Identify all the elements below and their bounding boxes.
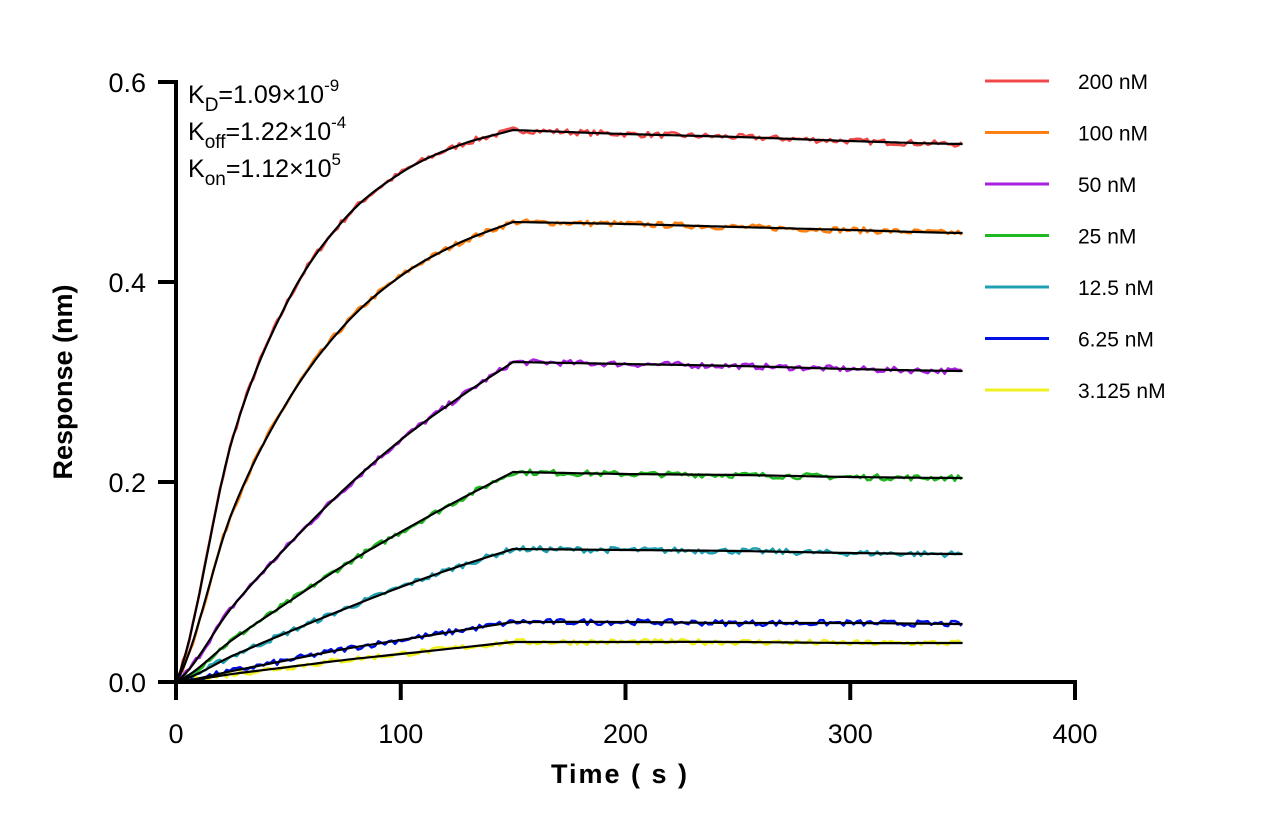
kinetic-constant-sub: on [205,169,226,190]
kinetic-constant: Kon=1.12×105 [188,150,341,190]
y-tick-label: 0.4 [108,268,146,298]
kinetic-constant-sym: K [188,81,205,109]
fit-line-200-nM [174,128,963,683]
kinetic-constant-val: =1.12×10 [226,155,332,183]
fit-line-3.125-nM [175,640,963,684]
kinetic-constant: KD=1.09×10-9 [188,76,339,116]
x-tick-label: 0 [168,719,183,749]
y-axis-label: Response (nm) [48,284,78,479]
legend-label: 3.125 nM [1078,380,1166,403]
kinetic-constant: Koff=1.22×10-4 [188,113,346,153]
legend-label: 50 nM [1078,174,1136,197]
y-tick-label: 0.6 [108,68,146,98]
fit-line-25-nM [175,470,963,684]
kinetic-constant-val: =1.09×10 [218,81,324,109]
legend-label: 12.5 nM [1078,277,1154,300]
kinetic-constant-sub: off [205,132,227,153]
kinetic-constant-sym: K [188,155,205,183]
legend-label: 100 nM [1078,123,1148,146]
fit-line-6.25-nM [175,620,963,684]
x-tick-label: 100 [378,719,423,749]
x-tick-label: 400 [1052,719,1097,749]
data-line-25-nM [175,468,963,683]
fit-line-12.5-nM [175,547,963,684]
kinetic-constant-sym: K [188,118,205,146]
kinetic-constant-sub: D [205,95,219,116]
data-line-12.5-nM [175,545,962,684]
kinetic-constant-exp: 5 [332,150,341,169]
ticks: 0 100 200 300 400 0.0 0.2 0.4 0.6 [108,68,1097,749]
kinetic-constant-exp: -4 [331,113,346,132]
plot-area [174,126,963,684]
x-tick-label: 300 [828,719,873,749]
legend-label: 25 nM [1078,226,1136,249]
fit-line-50-nM [175,360,963,683]
kinetic-constant-val: =1.22×10 [225,118,331,146]
fit-line-100-nM [175,220,963,683]
legend: 200 nM 100 nM 50 nM 25 nM 12.5 nM 6.25 nM 3.12… [985,71,1166,403]
y-tick-label: 0.2 [108,468,146,498]
legend-label: 6.25 nM [1078,329,1154,352]
x-axis-label: Time ( s ) [551,759,689,789]
legend-label: 200 nM [1078,71,1148,94]
x-tick-label: 200 [603,719,648,749]
data-line-50-nM [174,358,962,683]
y-tick-label: 0.0 [108,668,146,698]
kinetic-constant-exp: -9 [324,76,339,95]
